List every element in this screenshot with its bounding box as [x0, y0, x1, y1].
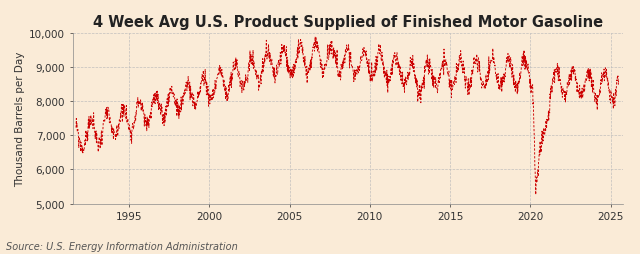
- Title: 4 Week Avg U.S. Product Supplied of Finished Motor Gasoline: 4 Week Avg U.S. Product Supplied of Fini…: [93, 15, 603, 30]
- Y-axis label: Thousand Barrels per Day: Thousand Barrels per Day: [15, 51, 25, 186]
- Text: Source: U.S. Energy Information Administration: Source: U.S. Energy Information Administ…: [6, 242, 238, 251]
